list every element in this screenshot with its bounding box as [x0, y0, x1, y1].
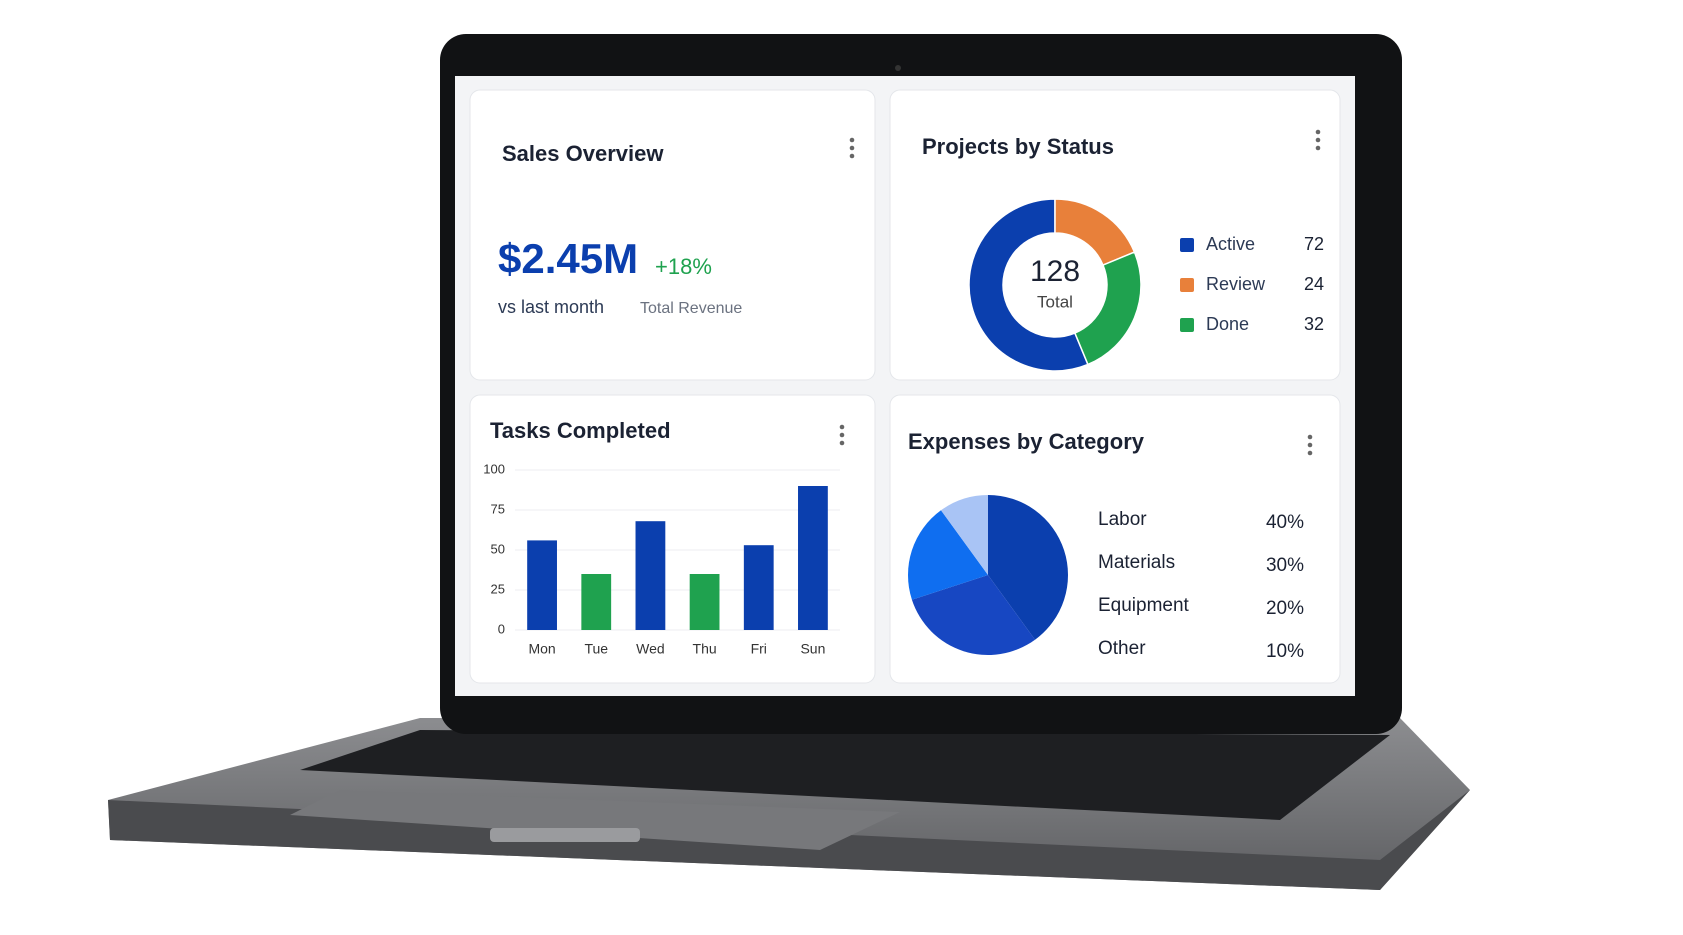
trackpad: [290, 790, 900, 850]
x-tick-label: Wed: [636, 641, 665, 657]
legend-value: 32: [1304, 314, 1324, 334]
donut-total-label: Total: [1037, 292, 1073, 311]
legend-label: Active: [1206, 234, 1255, 254]
comparison-label: vs last month: [498, 297, 604, 317]
y-tick-label: 25: [491, 581, 505, 596]
card-title: Expenses by Category: [908, 429, 1145, 454]
legend-value: 30%: [1266, 555, 1304, 576]
metric-label: Total Revenue: [640, 300, 742, 317]
pie-slice: [911, 575, 1036, 655]
x-tick-label: Fri: [751, 641, 767, 657]
y-tick-label: 75: [491, 501, 505, 516]
donut-segment: [1073, 251, 1142, 366]
legend-label: Other: [1098, 638, 1146, 659]
revenue-change: +18%: [655, 254, 712, 279]
y-tick-label: 100: [483, 461, 505, 476]
card-menu[interactable]: [839, 424, 845, 446]
keyboard: [300, 730, 1390, 820]
legend-swatch: [1180, 318, 1194, 332]
legend-value: 10%: [1266, 641, 1304, 662]
bar: [689, 574, 720, 630]
legend-value: 40%: [1266, 512, 1304, 533]
legend-label: Review: [1206, 274, 1266, 294]
card-menu[interactable]: [1307, 434, 1313, 456]
bar: [581, 574, 612, 630]
bar: [743, 545, 774, 630]
revenue-value: $2.45M: [498, 235, 638, 282]
donut-segment: [968, 198, 1089, 372]
legend-swatch: [1180, 238, 1194, 252]
legend-value: 72: [1304, 234, 1324, 254]
legend-label: Equipment: [1098, 595, 1190, 616]
legend-value: 24: [1304, 274, 1324, 294]
card-sales: [469, 89, 876, 381]
y-tick-label: 50: [491, 541, 505, 556]
pie-slice: [908, 510, 988, 600]
x-tick-label: Sun: [800, 641, 825, 657]
x-tick-label: Tue: [584, 641, 608, 657]
legend-label: Done: [1206, 314, 1249, 334]
card-menu[interactable]: [849, 137, 855, 159]
card-tasks: [469, 394, 876, 684]
camera: [895, 65, 901, 71]
x-tick-label: Thu: [693, 641, 717, 657]
pie-slice: [940, 495, 988, 575]
card-title: Sales Overview: [502, 141, 664, 166]
legend-label: Materials: [1098, 552, 1175, 573]
donut-total: 128: [1030, 255, 1080, 288]
bar: [798, 486, 828, 630]
card-title: Projects by Status: [922, 134, 1114, 159]
legend-value: 20%: [1266, 598, 1304, 619]
pie-slice: [988, 495, 1068, 640]
bar: [635, 521, 666, 630]
bar: [527, 540, 557, 630]
hinge-notch: [490, 828, 640, 842]
x-tick-label: Mon: [528, 641, 555, 657]
legend-swatch: [1180, 278, 1194, 292]
y-tick-label: 0: [498, 621, 505, 636]
legend-label: Labor: [1098, 509, 1147, 530]
card-menu[interactable]: [1315, 129, 1321, 151]
card-title: Tasks Completed: [490, 418, 671, 443]
